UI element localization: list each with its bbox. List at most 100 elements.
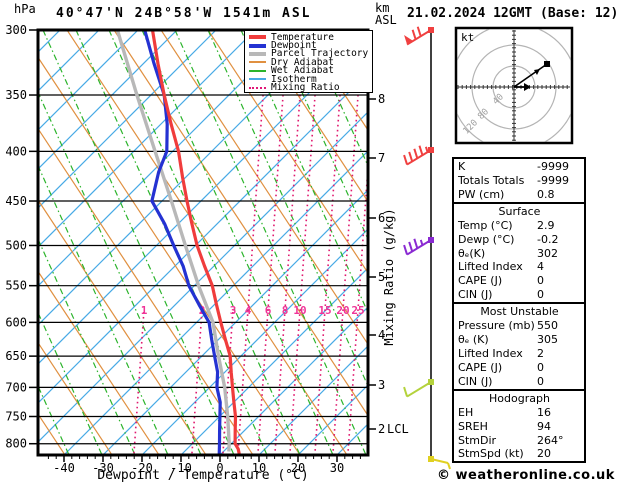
pressure-tick-label: 700	[5, 380, 27, 394]
stat-value: -9999	[537, 173, 569, 187]
plot-border	[36, 28, 370, 457]
stat-value: 16	[537, 405, 551, 419]
altitude-unit-label: km ASL	[375, 2, 397, 26]
pressure-tick-label: 800	[5, 437, 27, 451]
legend-item: Wet Adiabat	[249, 65, 372, 77]
temp-tick-label: 0	[216, 461, 223, 475]
table-row: CIN (J) 0	[458, 375, 581, 389]
legend-item-label: Temperature	[271, 31, 334, 43]
stat-label: Pressure (mb)	[458, 319, 535, 333]
legend-line-sample	[249, 69, 266, 72]
stats-box-header: Most Unstable	[480, 305, 559, 319]
km-tick-label: 7	[378, 151, 385, 165]
pressure-unit-label: hPa	[14, 2, 36, 16]
pressure-tick-label: 400	[5, 144, 27, 158]
pressure-tick-label: 650	[5, 349, 27, 363]
pressure-tick-label: 300	[5, 23, 27, 37]
wind-barbs	[403, 26, 451, 470]
stat-label: Dewp (°C)	[458, 232, 515, 246]
legend-item: Mixing Ratio	[249, 82, 372, 93]
wind-barb	[428, 456, 451, 470]
table-row: Lifted Index 2	[458, 347, 581, 361]
stat-label: StmDir	[458, 433, 497, 447]
pressure-tick-label: 450	[5, 194, 27, 208]
svg-text:15: 15	[318, 304, 331, 317]
lcl-label: LCL	[387, 422, 409, 436]
stat-value: -0.2	[537, 232, 559, 246]
svg-text:6: 6	[265, 304, 272, 317]
stat-label: θₑ(K)	[458, 246, 486, 260]
legend-item-label: Parcel Trajectory	[271, 48, 369, 60]
legend-item-label: Isotherm	[271, 73, 317, 85]
legend-item-label: Wet Adiabat	[271, 65, 334, 77]
stat-value: 2.9	[537, 218, 555, 232]
km-tick-label: 6	[378, 211, 385, 225]
km-axis: 8 7 6 5 4 3 2 LCL	[368, 92, 409, 436]
series-temperature	[151, 31, 241, 454]
legend: Temperature Dewpoint Parcel Trajectory Dry …	[244, 30, 373, 93]
legend-item: Dewpoint	[249, 40, 372, 51]
stats-tables: K -9999 Totals Totals -9999 PW (cm) 0.8 Surfac…	[452, 157, 586, 464]
x-axis-label: Dewpoint / Temperature (°C)	[97, 468, 309, 483]
temp-tick-label: 30	[330, 461, 344, 475]
stats-box: K -9999 Totals Totals -9999 PW (cm) 0.8	[452, 157, 586, 204]
wind-barb	[403, 237, 434, 256]
sounding-curves	[116, 31, 241, 454]
pressure-tick-label: 500	[5, 238, 27, 252]
legend-item-label: Dry Adiabat	[271, 56, 334, 68]
stat-label: CAPE (J)	[458, 274, 503, 288]
dry-adiabat-lines	[39, 31, 367, 454]
legend-line-sample	[249, 43, 266, 48]
stats-box: Most Unstable Pressure (mb) 550 θₑ (K) 305 Li…	[452, 302, 586, 391]
table-row: StmSpd (kt) 20	[458, 447, 581, 461]
table-row: K -9999	[458, 160, 581, 174]
datetime-label: 21.02.2024 12GMT (Base: 12)	[407, 6, 619, 21]
copyright: © weatheronline.co.uk	[437, 468, 615, 483]
table-row: Pressure (mb) 550	[458, 319, 581, 333]
km-tick-label: 2	[378, 422, 385, 436]
temp-tick-label: -30	[92, 461, 114, 475]
table-row: Temp (°C) 2.9	[458, 219, 581, 233]
mixing-ratio-lines	[133, 54, 367, 454]
svg-text:25: 25	[351, 304, 364, 317]
table-row: PW (cm) 0.8	[458, 188, 581, 202]
background-lines: 1 2 3 4 6 8 10 15 20 25	[39, 31, 367, 454]
table-row: CAPE (J) 0	[458, 274, 581, 288]
stat-label: Totals Totals	[458, 173, 525, 187]
stat-label: Lifted Index	[458, 260, 523, 274]
temperature-axis: -40 -30 -20 -10 0 10 20 30	[47, 455, 361, 475]
stat-value: 302	[537, 246, 558, 260]
table-row: Lifted Index 4	[458, 260, 581, 274]
stat-value: 4	[537, 260, 544, 274]
stat-label: θₑ (K)	[458, 333, 489, 347]
stat-label: EH	[458, 405, 474, 419]
stat-value: 305	[537, 333, 558, 347]
pressure-tick-label: 600	[5, 315, 27, 329]
stat-value: 0	[537, 288, 544, 302]
stat-value: 0	[537, 274, 544, 288]
table-row: θₑ (K) 305	[458, 333, 581, 347]
svg-text:4: 4	[245, 304, 252, 317]
table-row: θₑ(K) 302	[458, 247, 581, 261]
legend-line-sample	[249, 35, 266, 40]
table-row: Dewp (°C) -0.2	[458, 233, 581, 247]
wind-barb	[403, 379, 434, 398]
table-row: CIN (J) 0	[458, 288, 581, 302]
stat-value: 0.8	[537, 187, 555, 201]
page-title: 40°47'N 24B°58'W 1541m ASL	[56, 6, 312, 21]
stat-value: 94	[537, 419, 551, 433]
table-row: CAPE (J) 0	[458, 361, 581, 375]
hodograph-trace	[513, 63, 548, 88]
stats-box: Hodograph EH 16 SREH 94 StmDir 264° StmSpd (kt)…	[452, 388, 586, 464]
series-dewpoint	[143, 31, 222, 454]
mixing-ratio-axis-label: Mixing Ratio (g/kg)	[382, 208, 396, 346]
legend-item: Parcel Trajectory	[249, 48, 372, 60]
stat-value: 550	[537, 319, 558, 333]
altitude-unit-km: km	[375, 1, 390, 15]
temp-tick-label: 10	[252, 461, 266, 475]
stat-value: 20	[537, 447, 551, 461]
pressure-tick-label: 550	[5, 279, 27, 293]
table-row: EH 16	[458, 406, 581, 420]
